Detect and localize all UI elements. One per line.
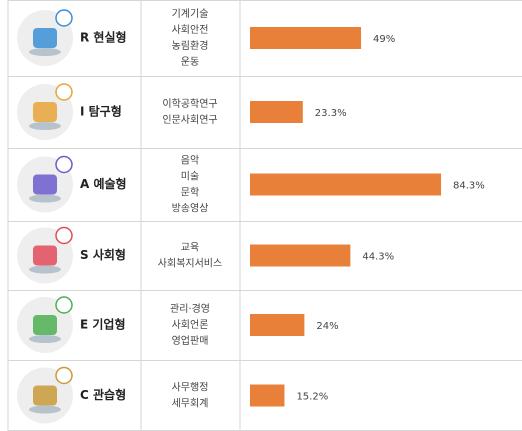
bar [250,101,303,123]
icon-badge [56,84,72,100]
category-label: I 탐구형 [80,104,122,119]
value-label: 23.3% [315,108,347,119]
field-label: 음악 [181,155,199,167]
field-label: 문학 [181,187,199,199]
icon-badge [56,368,72,384]
field-label: 미술 [181,171,199,183]
icon-body [33,28,57,48]
value-label: 24% [316,321,338,332]
field-label: 기계기술 [172,8,209,20]
category-label: E 기업형 [80,317,126,332]
icon-badge [56,10,72,26]
category-label: C 관습형 [80,387,126,402]
icon-base [29,266,61,274]
icon-base [29,406,61,414]
value-label: 49% [373,34,395,45]
value-label: 44.3% [362,252,394,263]
icon-base [29,122,61,130]
field-label: 사회언론 [172,319,209,331]
icon-base [29,48,61,56]
bar [250,385,284,407]
bar [250,314,304,336]
field-label: 관리·경영 [170,302,210,315]
value-label: 15.2% [296,392,328,403]
field-label: 이학공학연구 [162,98,217,110]
icon-body [33,246,57,266]
field-label: 세무회계 [172,398,209,410]
field-label: 방송영상 [172,203,209,215]
icon-base [29,195,61,203]
value-label: 84.3% [453,181,485,192]
bar [250,245,350,267]
icon-body [33,386,57,406]
field-label: 사회복지서비스 [158,258,222,270]
field-label: 영업판매 [172,334,209,347]
field-label: 사회안전 [172,24,209,36]
icon-badge [56,228,72,244]
icon-badge [56,157,72,173]
icon-body [33,175,57,195]
field-label: 인문사회연구 [162,114,217,126]
icon-body [33,315,57,335]
icon-body [33,102,57,122]
icon-badge [56,297,72,313]
bar [250,27,361,49]
bar [250,174,441,196]
field-label: 농림환경 [172,39,209,52]
chart: R 현실형 기계기술사회안전농림환경운동 49% I 탐구형 이학공학연구인문사회연구 2… [0,0,522,431]
category-label: A 예술형 [80,176,127,191]
field-label: 교육 [181,242,199,254]
category-label: R 현실형 [80,30,127,45]
icon-base [29,335,61,343]
field-label: 사무행정 [172,382,209,394]
field-label: 운동 [181,56,199,68]
category-label: S 사회형 [80,247,126,262]
